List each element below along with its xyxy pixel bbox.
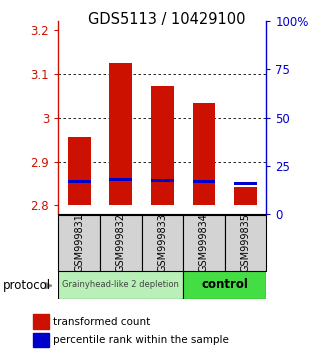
Text: transformed count: transformed count xyxy=(53,316,150,327)
Bar xyxy=(33,332,49,347)
Bar xyxy=(100,215,142,271)
Text: GSM999834: GSM999834 xyxy=(199,213,209,272)
Bar xyxy=(68,181,91,183)
Bar xyxy=(183,215,225,271)
Bar xyxy=(109,178,132,181)
Text: GSM999831: GSM999831 xyxy=(74,213,84,272)
Bar xyxy=(225,215,266,271)
Text: GSM999832: GSM999832 xyxy=(116,213,126,272)
Text: GDS5113 / 10429100: GDS5113 / 10429100 xyxy=(88,12,245,27)
Bar xyxy=(234,187,257,205)
Text: percentile rank within the sample: percentile rank within the sample xyxy=(53,335,229,345)
Bar xyxy=(183,271,266,299)
Bar xyxy=(151,86,174,205)
Bar xyxy=(58,215,100,271)
Bar xyxy=(234,182,257,185)
Bar xyxy=(109,63,132,205)
Text: GSM999835: GSM999835 xyxy=(240,213,251,272)
Bar xyxy=(192,181,215,183)
Bar xyxy=(151,179,174,182)
Text: GSM999833: GSM999833 xyxy=(157,213,167,272)
Bar xyxy=(142,215,183,271)
Bar xyxy=(192,103,215,205)
Bar xyxy=(68,137,91,205)
Text: control: control xyxy=(201,279,248,291)
Bar xyxy=(33,314,49,329)
Text: Grainyhead-like 2 depletion: Grainyhead-like 2 depletion xyxy=(62,280,179,290)
Text: protocol: protocol xyxy=(3,279,52,292)
Bar xyxy=(58,271,183,299)
